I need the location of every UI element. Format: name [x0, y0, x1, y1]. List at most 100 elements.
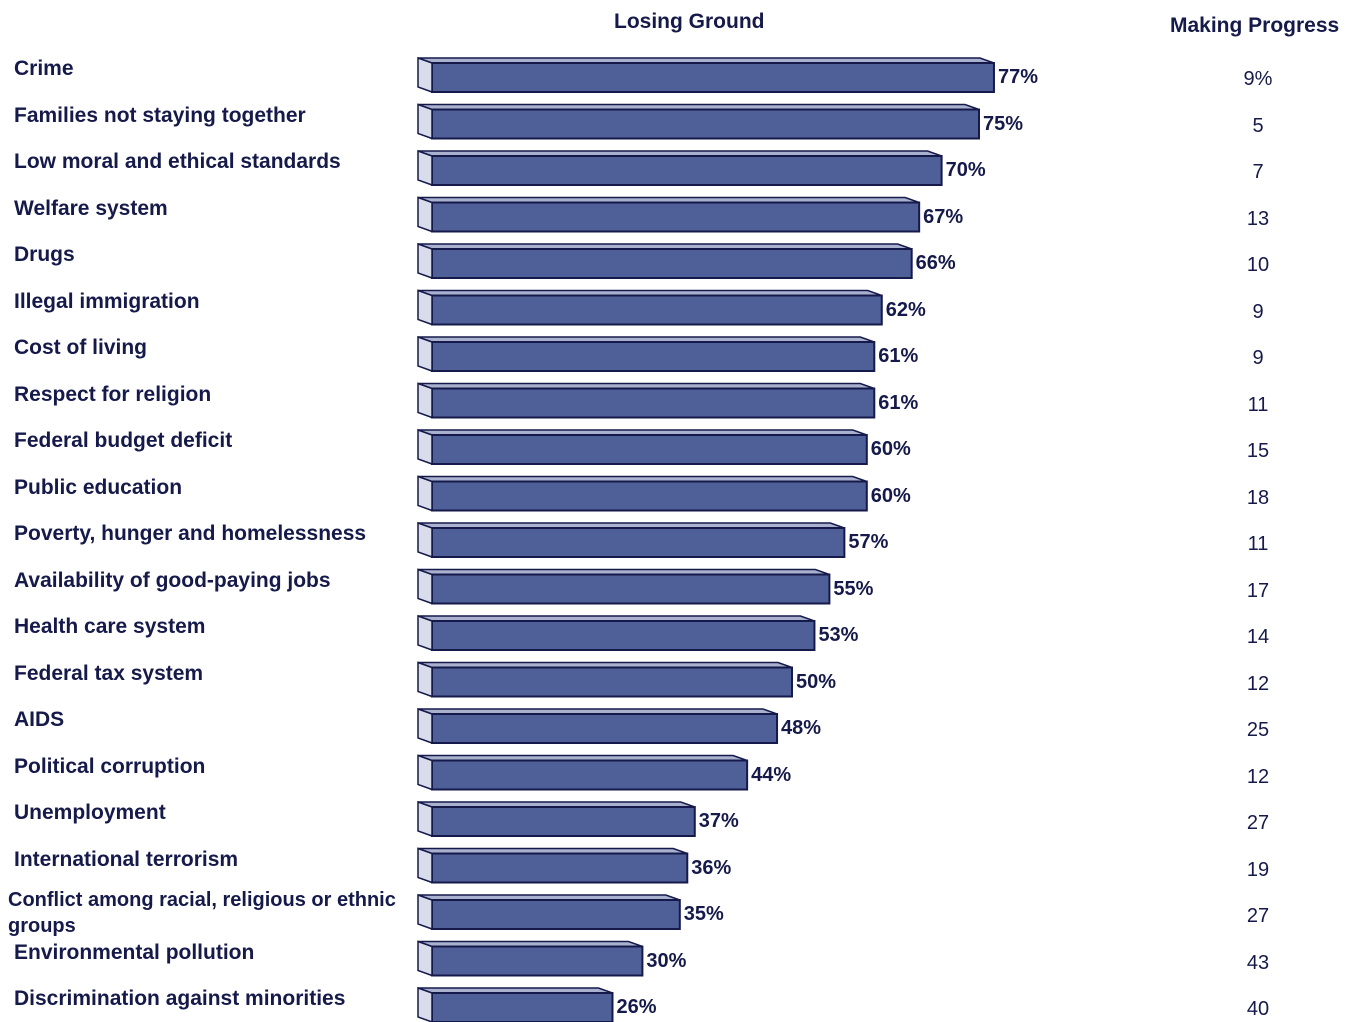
bar: [431, 155, 943, 186]
making-progress-value-label: 11: [1247, 533, 1269, 555]
bar-group: [417, 568, 831, 605]
category-label: Cost of living: [14, 336, 147, 359]
category-label: Environmental pollution: [14, 940, 255, 964]
losing-ground-value-label: 57%: [848, 531, 889, 553]
making-progress-value-label: 11: [1247, 393, 1269, 416]
making-progress-value-label: 15: [1246, 440, 1270, 462]
category-label: International terrorism: [14, 847, 239, 871]
making-progress-value-label: 14: [1246, 626, 1270, 648]
bar: [431, 899, 681, 930]
category-label: Health care system: [14, 615, 206, 638]
category-label: Illegal immigration: [14, 289, 200, 313]
making-progress-value-label: 9: [1252, 347, 1264, 369]
making-progress-value-label: 5: [1252, 114, 1264, 137]
bar-end-cap: [417, 56, 433, 94]
losing-ground-value-label: 67%: [923, 205, 964, 228]
bar: [431, 573, 831, 605]
bar: [431, 294, 883, 326]
making-progress-value-label: 27: [1246, 812, 1270, 834]
bar-end-cap: [417, 149, 433, 187]
bar: [431, 759, 749, 791]
bar-group: [417, 893, 681, 931]
bar-end-cap: [417, 521, 433, 559]
losing-ground-value-label: 60%: [870, 438, 911, 460]
bar-end-cap: [417, 986, 433, 1022]
making-progress-value-label: 40: [1246, 998, 1270, 1020]
bar-group: [417, 940, 644, 977]
losing-ground-value-label: 77%: [997, 66, 1038, 88]
bar-group: [417, 149, 943, 187]
category-label: Federal tax system: [14, 661, 204, 685]
category-label: Drugs: [14, 243, 75, 266]
bar-end-cap: [417, 475, 433, 512]
bar-end-cap: [417, 754, 433, 791]
bar-group: [417, 289, 883, 326]
category-label: Respect for religion: [14, 382, 212, 406]
bar-end-cap: [417, 800, 433, 838]
bar-end-cap: [417, 893, 433, 931]
bar-group: [417, 614, 816, 652]
losing-ground-value-label: 50%: [796, 670, 837, 693]
bar: [431, 62, 995, 93]
bar: [431, 620, 816, 651]
bar-group: [417, 707, 779, 745]
bar: [431, 387, 876, 419]
category-label: Families not staying together: [14, 103, 306, 127]
making-progress-value-label: 9: [1252, 300, 1264, 323]
bar: [431, 434, 868, 465]
bar: [431, 666, 793, 698]
making-progress-value-label: 18: [1246, 486, 1270, 509]
bar-group: [417, 56, 995, 94]
losing-ground-value-label: 26%: [616, 996, 657, 1018]
bar-end-cap: [417, 661, 433, 698]
making-progress-value-label: 13: [1246, 207, 1270, 230]
bar: [431, 992, 614, 1022]
bar-group: [417, 242, 913, 280]
bar-end-cap: [417, 568, 433, 605]
bar-end-cap: [417, 335, 433, 373]
bar-end-cap: [417, 382, 433, 419]
bar-group: [417, 428, 868, 466]
bar-group: [417, 800, 696, 838]
bar-end-cap: [417, 847, 433, 884]
bar-end-cap: [417, 289, 433, 326]
bar: [431, 480, 868, 512]
losing-ground-value-label: 44%: [751, 763, 792, 786]
bar-group: [417, 103, 980, 140]
making-progress-value-label: 27: [1246, 905, 1270, 927]
bar-end-cap: [417, 196, 433, 233]
making-progress-value-label: 12: [1246, 672, 1270, 695]
bar-end-cap: [417, 103, 433, 140]
bar-group: [417, 754, 749, 791]
losing-ground-value-label: 60%: [870, 484, 911, 507]
bar: [431, 713, 779, 744]
category-label: Discrimination against minorities: [14, 987, 346, 1010]
making-progress-value-label: 43: [1246, 951, 1270, 974]
bar: [431, 341, 876, 372]
making-progress-header: Making Progress: [1170, 14, 1340, 37]
losing-ground-value-label: 70%: [945, 159, 986, 181]
bar-end-cap: [417, 428, 433, 466]
bar: [431, 806, 696, 837]
losing-ground-value-label: 66%: [915, 252, 956, 274]
losing-ground-value-label: 75%: [983, 112, 1024, 135]
bar-group: [417, 847, 689, 884]
losing-ground-value-label: 36%: [691, 856, 732, 879]
category-label: Federal budget deficit: [14, 429, 233, 452]
making-progress-value-label: 25: [1246, 719, 1270, 741]
category-label: Low moral and ethical standards: [14, 150, 341, 173]
bar-end-cap: [417, 940, 433, 977]
losing-ground-value-label: 48%: [781, 717, 822, 739]
bar-end-cap: [417, 242, 433, 280]
making-progress-value-label: 19: [1246, 858, 1270, 881]
category-label: Unemployment: [14, 801, 166, 824]
making-progress-value-label: 9%: [1243, 68, 1273, 90]
making-progress-value-label: 7: [1252, 161, 1264, 183]
category-label: Poverty, hunger and homelessness: [14, 522, 367, 545]
losing-ground-value-label: 62%: [885, 298, 926, 321]
category-label: AIDS: [14, 708, 65, 731]
losing-ground-value-label: 37%: [698, 810, 739, 832]
bar-group: [417, 475, 868, 512]
